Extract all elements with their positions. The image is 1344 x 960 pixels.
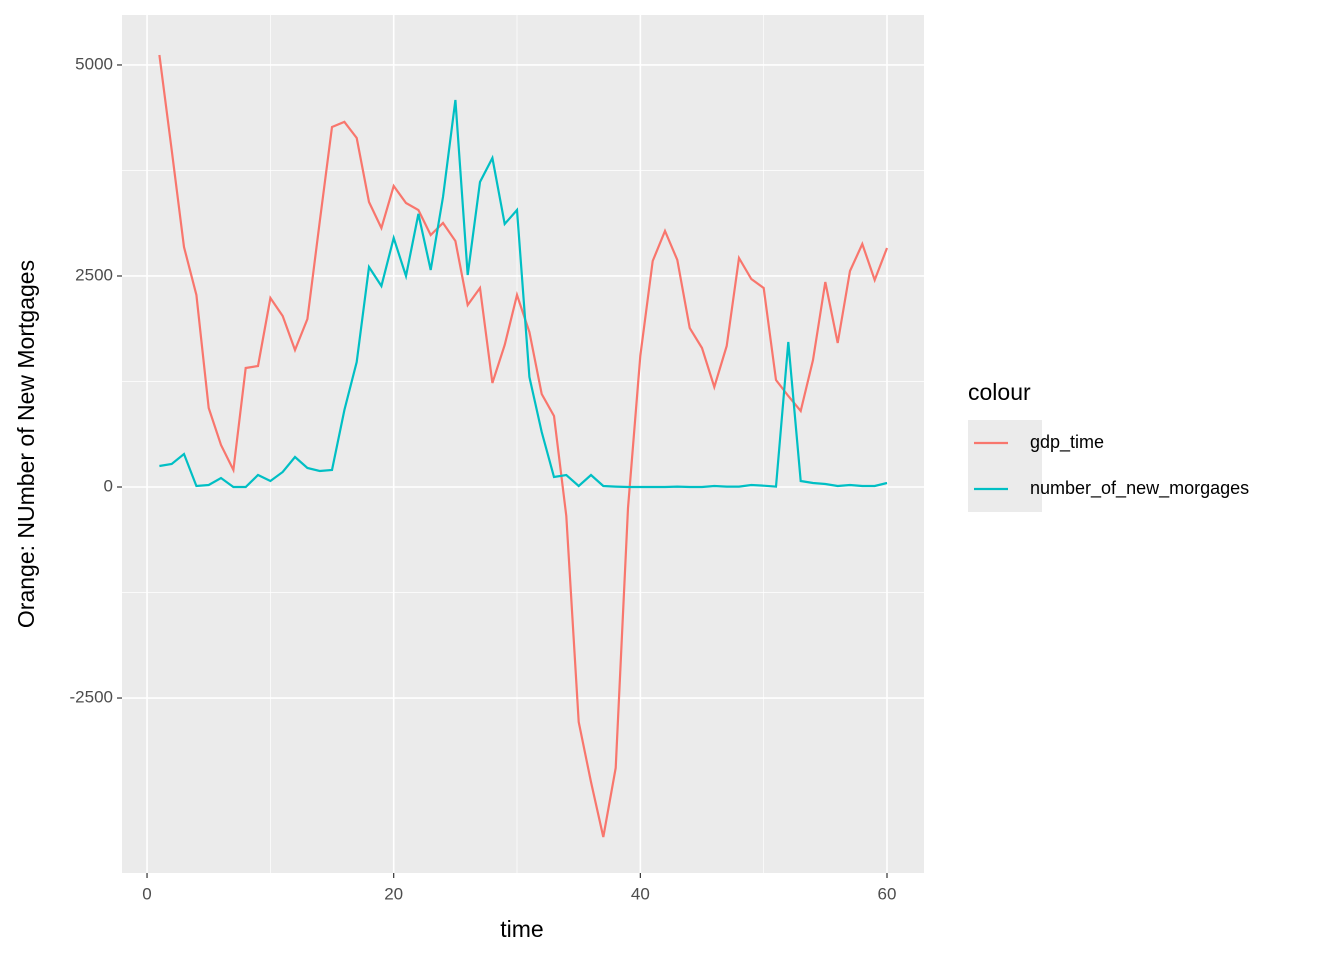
legend-title: colour (968, 379, 1031, 405)
panel (122, 15, 924, 873)
series-line (159, 99, 888, 489)
x-tick-label: 0 (142, 884, 151, 903)
legend-key-background (968, 420, 1042, 512)
legend-label: gdp_time (1030, 432, 1104, 453)
x-tick-label: 60 (878, 884, 897, 903)
y-axis-title: Orange: NUmber of New Mortgages (13, 260, 39, 628)
legend-label: number_of_new_morgages (1030, 478, 1249, 499)
y-tick-label: -2500 (70, 688, 113, 707)
y-tick-label: 2500 (75, 265, 113, 284)
series-line (158, 54, 889, 838)
x-tick-label: 40 (631, 884, 650, 903)
x-tick-label: 20 (384, 884, 403, 903)
x-axis-title: time (500, 916, 543, 942)
y-tick-label: 5000 (75, 54, 113, 73)
y-tick-label: 0 (104, 476, 113, 495)
